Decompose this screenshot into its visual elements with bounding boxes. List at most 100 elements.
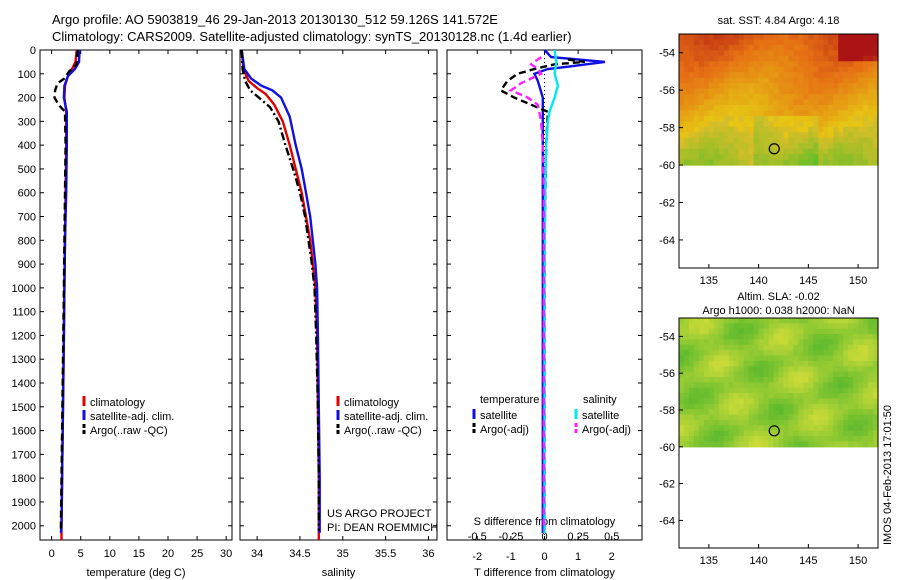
sst_map-cell	[688, 137, 695, 144]
sst_map-cell	[833, 77, 839, 84]
sst_map-cell	[733, 94, 740, 101]
sst_map-cell	[848, 83, 854, 90]
sst_map-cell	[843, 44, 849, 51]
sla_map-cell	[698, 360, 705, 367]
sst_map-cell	[848, 115, 854, 122]
sst_map-cell	[833, 94, 839, 101]
sst_map-cell	[803, 159, 809, 166]
sla_map-cell	[798, 387, 804, 394]
sst_map-cell	[698, 99, 705, 106]
difference-legend-temp-heading: temperature	[480, 394, 539, 406]
sla_map-cell	[873, 377, 879, 383]
sla_map-cell	[813, 323, 819, 330]
sla_map-cell	[863, 318, 869, 324]
sla_map-cell	[793, 344, 799, 351]
sla_map-cell	[808, 382, 814, 389]
sla_map-cell	[763, 403, 770, 410]
sst_map-cell	[833, 83, 839, 90]
sst_map-cell	[808, 137, 814, 144]
sla_map-cell	[798, 371, 804, 378]
sst_map-cell	[718, 143, 725, 150]
sla_map-cell	[758, 318, 765, 324]
difference-t-axis-label: T difference from climatology	[474, 567, 615, 579]
sla_map-cell	[748, 430, 755, 437]
sst_map-cell	[858, 115, 864, 122]
sla_map-cell	[783, 344, 790, 351]
sla_map-cell	[733, 339, 740, 346]
sst_map-cell	[798, 132, 804, 139]
sst_map-cell	[818, 61, 824, 68]
sla_map-cell	[758, 323, 765, 330]
sla_map-cell	[793, 398, 799, 405]
sst_map-cell	[783, 88, 790, 95]
sla_map-cell	[838, 323, 844, 330]
sla_map-cell	[738, 403, 745, 410]
sla_map-cell	[843, 355, 849, 362]
sla_map-cell	[868, 350, 874, 357]
sst_map-cell	[753, 50, 760, 57]
sst_map-cell	[848, 94, 854, 101]
sst_map-cell	[798, 99, 804, 106]
sst_map-cell	[768, 99, 775, 106]
sst_map-cell	[679, 154, 685, 161]
sst_map-cell	[858, 77, 864, 84]
sla_map-cell	[743, 398, 750, 405]
sla_map-cell	[818, 414, 824, 421]
sst_map-cell	[868, 66, 874, 73]
sst_map-cell	[688, 126, 695, 133]
sst_map-cell	[758, 72, 765, 79]
sla_map-cell	[798, 425, 804, 432]
sst_map-cell	[778, 61, 785, 68]
sla_map-cell	[738, 344, 745, 351]
sst_map-cell	[823, 132, 829, 139]
sla_map-cell	[848, 366, 854, 373]
sla_map-cell	[843, 350, 849, 357]
sla_map-cell	[703, 387, 710, 394]
sla_map-cell	[858, 441, 864, 448]
sla_map-cell	[753, 398, 760, 405]
sst_map-cell	[743, 34, 750, 41]
sla_map-cell	[763, 398, 770, 405]
salinity-argo-line	[240, 49, 320, 531]
sla_map-cell	[718, 339, 725, 346]
sst_map-cell	[698, 110, 705, 117]
sla_map-cell	[768, 414, 775, 421]
sst_map-cell	[778, 50, 785, 57]
sst_map-cell	[853, 132, 859, 139]
sla_map-cell	[843, 360, 849, 367]
sst_map-cell	[853, 88, 859, 95]
difference-t-tick-label: 1	[575, 551, 581, 563]
sla_map-cell	[728, 387, 735, 394]
sla_map-cell	[788, 382, 795, 389]
sla_map-cell	[728, 366, 735, 373]
sla_map-cell	[788, 339, 795, 346]
sla_map-cell	[748, 323, 755, 330]
sst_map-cell	[818, 137, 824, 144]
sla_map-cell	[823, 366, 829, 373]
temperature-legend-1-label: satellite-adj. clim.	[90, 411, 174, 423]
sst_map-cell	[768, 50, 775, 57]
sla_map-cell	[818, 334, 824, 341]
sst_map-cell	[793, 126, 799, 133]
sla_map-cell	[778, 419, 785, 426]
sst_map-cell	[838, 61, 844, 68]
sla_map-cell	[798, 328, 804, 335]
sla_map-cell	[803, 441, 809, 448]
sla_map-cell	[868, 441, 874, 448]
sla_map-cell	[793, 436, 799, 443]
sst_map-cell	[838, 66, 844, 73]
sla_map-cell	[743, 409, 750, 416]
sst_map-cell	[679, 115, 685, 122]
sla_map-cell	[758, 430, 765, 437]
sla_map-cell	[823, 419, 829, 426]
sla_map-cell	[863, 409, 869, 416]
sst_map-cell	[703, 39, 710, 46]
sla_map-cell	[793, 403, 799, 410]
sla_map-cell	[823, 403, 829, 410]
sst_map-cell	[753, 66, 760, 73]
sst_map-cell	[688, 148, 695, 155]
sla_map-cell	[718, 382, 725, 389]
sst_map-cell	[703, 50, 710, 57]
sla_map-cell	[683, 328, 690, 335]
sla_map-cell	[848, 398, 854, 405]
